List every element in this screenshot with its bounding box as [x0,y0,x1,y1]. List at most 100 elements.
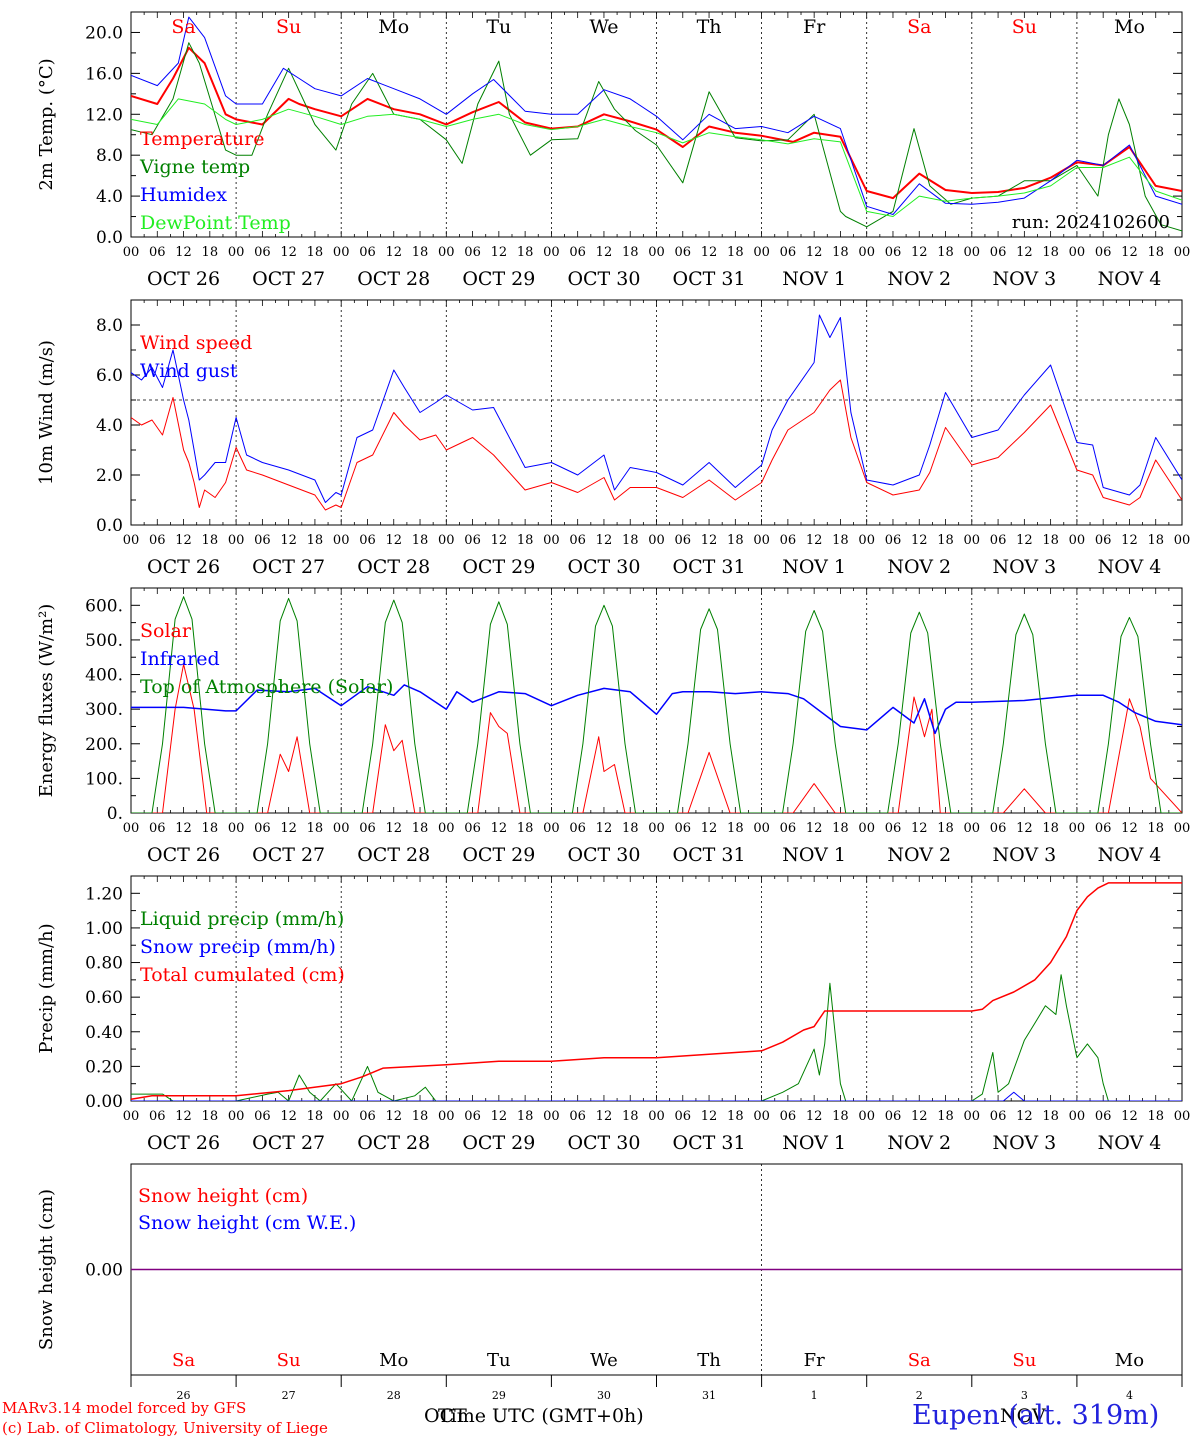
hour-label: 18 [307,1109,324,1124]
month-label-oct: OCT [424,1405,467,1427]
hour-label: 00 [1174,245,1191,260]
date-label: OCT 26 [147,1132,220,1154]
hour-label: 00 [753,245,770,260]
series-line [131,42,1182,232]
y-axis-label: Energy fluxes (W/m²) [36,604,57,798]
legend-entry: Humidex [140,184,227,206]
hour-label: 18 [202,821,219,836]
weekday-label: Sa [907,16,931,38]
series-line [131,16,1182,215]
hour-label: 18 [1042,1109,1059,1124]
hour-label: 18 [1042,245,1059,260]
hour-label: 12 [491,533,508,548]
hour-label: 18 [517,533,534,548]
y-tick-label: 1.00 [85,919,123,939]
hour-label: 00 [858,1109,875,1124]
date-label: OCT 26 [147,268,220,290]
hour-label: 12 [385,1109,402,1124]
date-label: OCT 30 [567,556,640,578]
hour-label: 18 [202,1109,219,1124]
day-number-label: 31 [702,1389,716,1402]
hour-label: 18 [727,245,744,260]
weekday-label: Su [1012,1350,1036,1371]
hour-label: 06 [149,245,166,260]
hour-label: 00 [1069,821,1086,836]
hour-label: 12 [806,533,823,548]
hour-label: 12 [280,1109,297,1124]
hour-label: 12 [1121,821,1138,836]
hour-label: 06 [254,533,271,548]
hour-label: 00 [123,821,140,836]
hour-label: 00 [333,533,350,548]
hour-label: 18 [727,1109,744,1124]
hour-label: 06 [885,245,902,260]
panel-3: 0. 100. 200. 300. 400. 500. 600. Energy fluxes … [36,587,1190,866]
hour-label: 18 [1042,821,1059,836]
hour-label: 18 [1147,533,1164,548]
date-label: OCT 29 [462,268,535,290]
hour-label: 06 [1095,533,1112,548]
hour-label: 00 [438,821,455,836]
series-line [131,98,1182,217]
date-label: OCT 26 [147,556,220,578]
hour-label: 12 [385,533,402,548]
hour-label: 12 [701,533,718,548]
hour-label: 18 [517,1109,534,1124]
hour-label: 12 [1016,1109,1033,1124]
date-label: NOV 3 [992,268,1056,290]
day-number-label: 27 [282,1389,296,1402]
y-tick-label: 500. [85,631,123,651]
legend-entry: Temperature [140,128,264,150]
hour-label: 00 [228,1109,245,1124]
date-label: OCT 30 [567,844,640,866]
month-label-nov: NOV [1000,1405,1046,1427]
y-tick-label: 0.40 [85,1023,123,1043]
date-label: OCT 28 [357,1132,430,1154]
date-label: NOV 2 [887,1132,951,1154]
hour-label: 18 [832,245,849,260]
hour-label: 00 [1174,533,1191,548]
hour-label: 18 [622,533,639,548]
hour-label: 18 [517,245,534,260]
hour-label: 18 [727,821,744,836]
hour-label: 06 [149,1109,166,1124]
weekday-label: We [589,16,618,38]
series-line [131,379,1182,511]
hour-label: 00 [333,1109,350,1124]
y-tick-label: 1.20 [85,884,123,904]
weekday-label: Su [277,1350,301,1371]
legend-entry: Infrared [140,648,220,670]
hour-label: 00 [333,821,350,836]
hour-label: 06 [885,533,902,548]
hour-label: 06 [675,821,692,836]
hour-label: 06 [675,1109,692,1124]
series-line [131,882,1182,1101]
hour-label: 12 [596,245,613,260]
legend-entry: Vigne temp [139,156,250,178]
date-label: NOV 1 [782,1132,846,1154]
hour-label: 00 [753,821,770,836]
day-number-label: 3 [1021,1389,1028,1402]
hour-label: 12 [911,245,928,260]
date-label: OCT 27 [252,1132,325,1154]
run-label: run: 2024102600 [1012,212,1170,233]
day-number-label: 4 [1126,1389,1133,1402]
hour-label: 00 [964,533,981,548]
hour-label: 06 [254,821,271,836]
y-tick-label: 8.0 [96,316,123,336]
y-tick-label: 8.0 [96,146,123,166]
hour-label: 12 [1121,533,1138,548]
hour-label: 00 [648,245,665,260]
hour-label: 12 [1121,1109,1138,1124]
legend-entry: Snow height (cm W.E.) [138,1212,356,1234]
hour-label: 00 [858,245,875,260]
hour-label: 00 [858,533,875,548]
weekday-label: Th [697,16,722,38]
hour-label: 12 [491,1109,508,1124]
hour-label: 00 [753,533,770,548]
date-label: OCT 27 [252,268,325,290]
day-number-label: 1 [811,1389,818,1402]
x-axis-title: Time UTC (GMT+0h) [438,1405,644,1427]
weekday-label: Fr [803,16,826,38]
